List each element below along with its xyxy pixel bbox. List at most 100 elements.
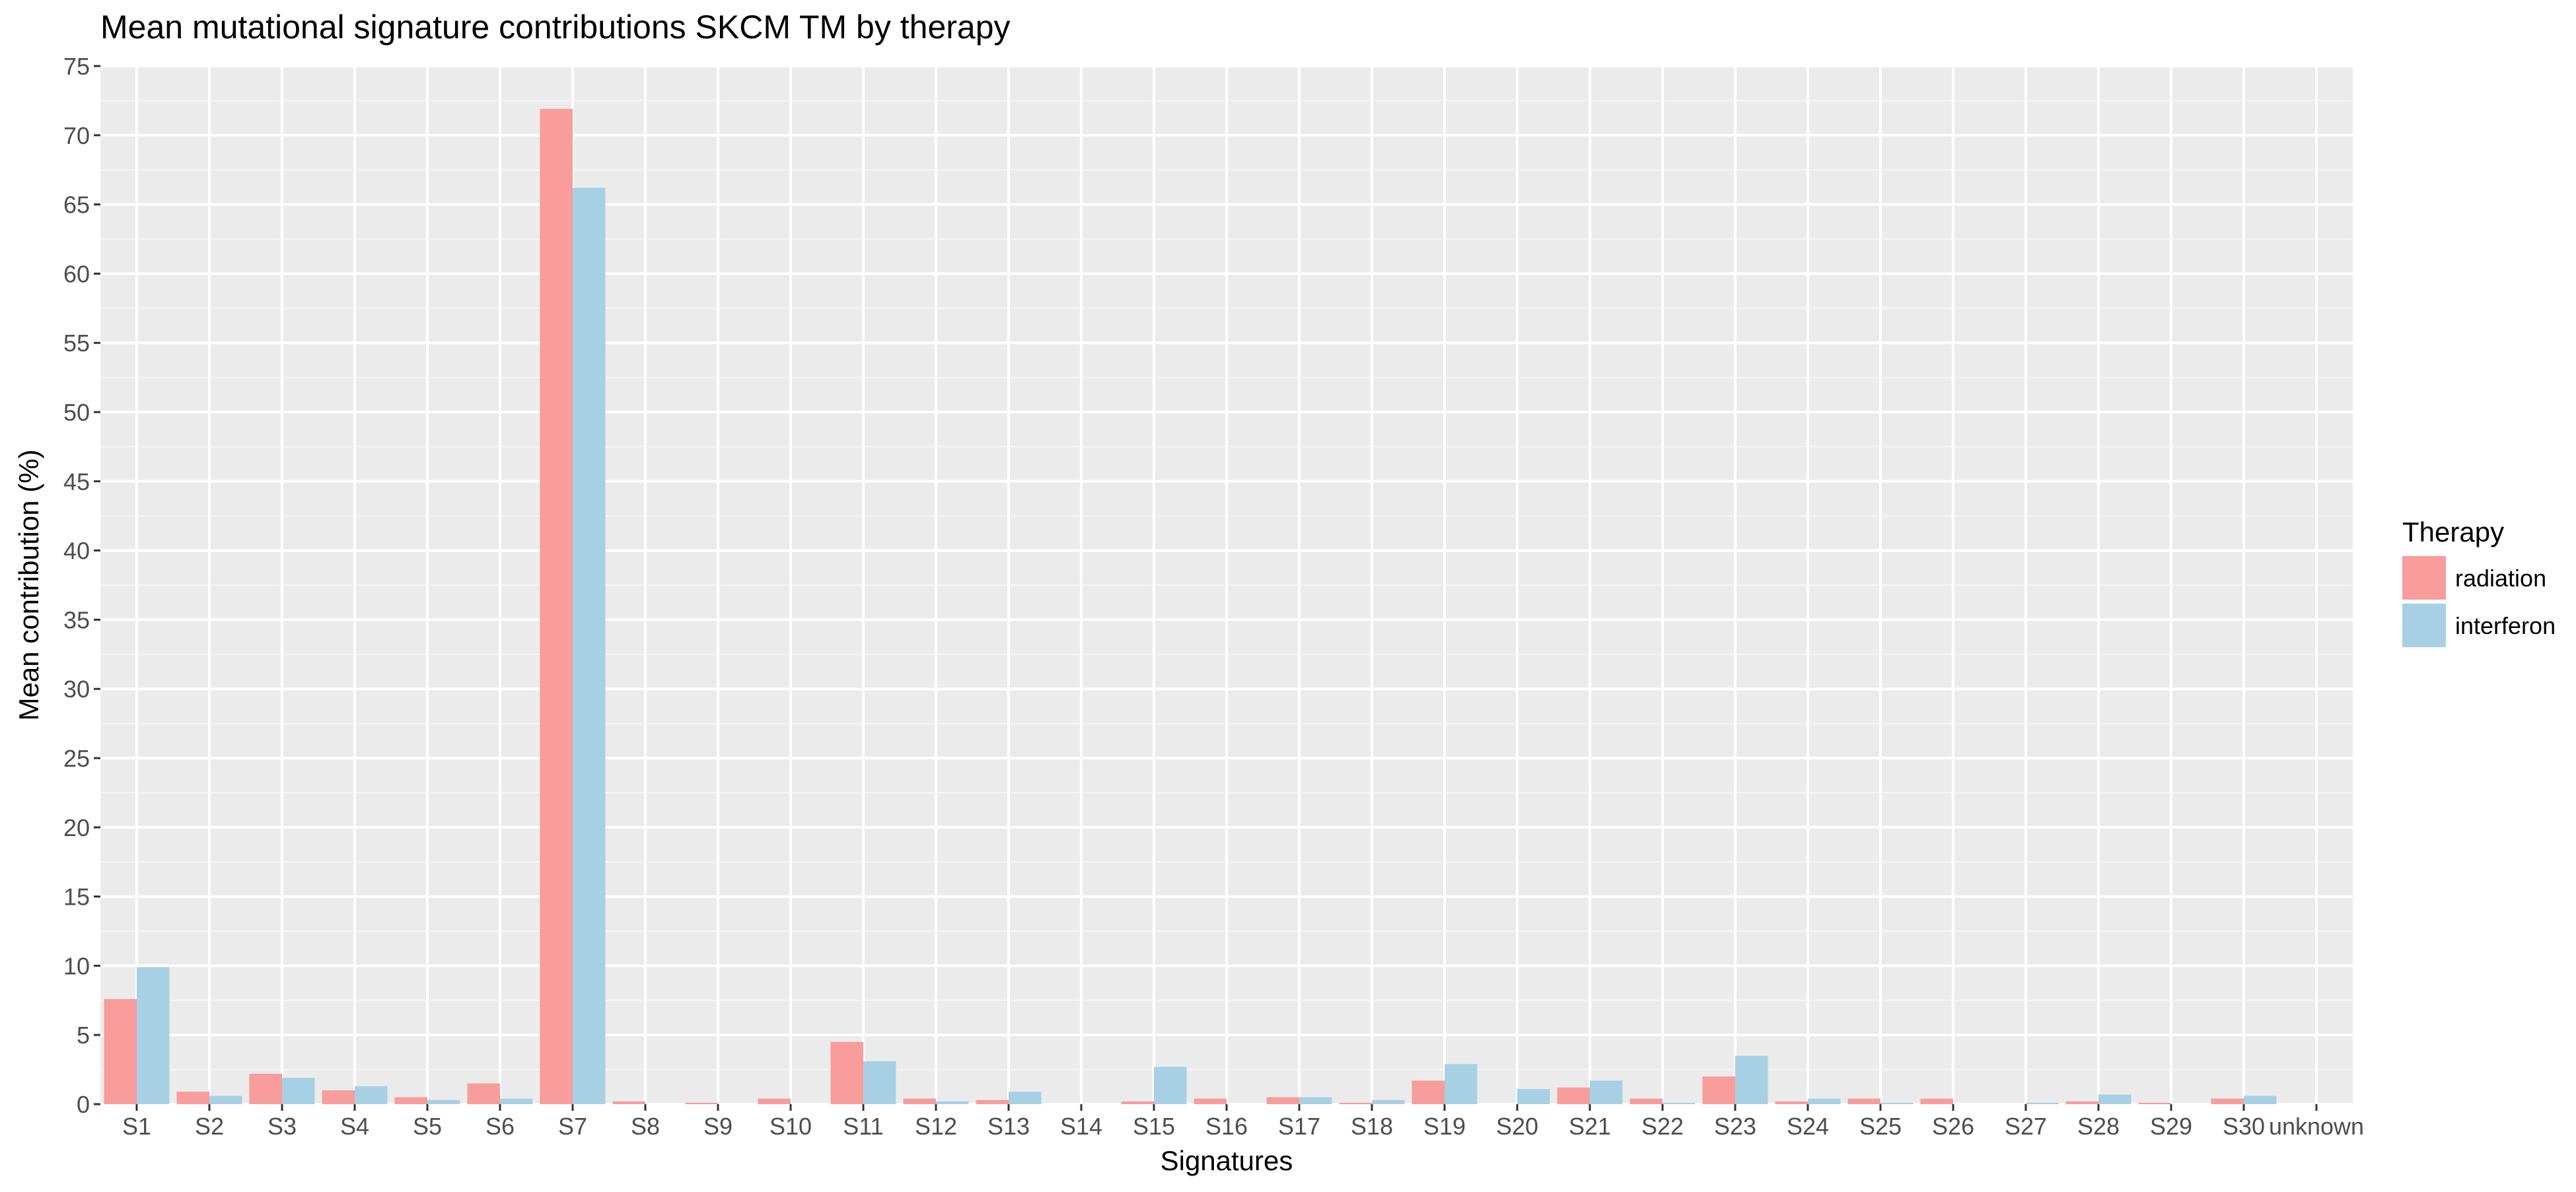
x-tick-label: S17 [1278, 1113, 1320, 1140]
x-tick-label: S22 [1641, 1113, 1684, 1140]
bar-interferon-S24 [1808, 1098, 1841, 1104]
bar-interferon-S6 [500, 1098, 533, 1104]
bar-radiation-S6 [467, 1083, 500, 1104]
y-tick-label: 30 [63, 676, 90, 703]
bar-interferon-S20 [1517, 1088, 1550, 1104]
bars [104, 108, 2277, 1105]
y-tick-label: 10 [63, 952, 90, 979]
y-tick-label: 55 [63, 330, 90, 357]
x-tick-label: S28 [2077, 1113, 2120, 1140]
x-tick-label: S3 [268, 1113, 297, 1140]
bar-interferon-S13 [1009, 1092, 1042, 1104]
bar-interferon-S1 [137, 967, 170, 1104]
x-tick-label: S9 [703, 1113, 733, 1140]
bar-interferon-S28 [2098, 1094, 2131, 1104]
bar-radiation-S1 [104, 999, 137, 1104]
x-tick-label: S30 [2223, 1113, 2265, 1140]
x-tick-label: S6 [485, 1113, 515, 1140]
x-tick-label: S20 [1496, 1113, 1538, 1140]
x-tick-label: S29 [2150, 1113, 2192, 1140]
y-axis: 0 5 10 15 20 25 30 35 40 45 50 55 60 65 70 75 [63, 53, 100, 1118]
x-tick-label: S18 [1351, 1113, 1393, 1140]
bar-radiation-S13 [976, 1100, 1009, 1104]
x-tick-label: S1 [122, 1113, 151, 1140]
bar-interferon-S11 [863, 1061, 896, 1104]
bar-radiation-S3 [249, 1073, 282, 1104]
x-tick-label: S16 [1205, 1113, 1248, 1140]
bar-radiation-S26 [1920, 1098, 1953, 1104]
y-tick-label: 25 [63, 745, 90, 772]
bar-radiation-S4 [322, 1090, 355, 1104]
x-tick-label: S26 [1932, 1113, 1974, 1140]
y-tick-label: 15 [63, 884, 90, 911]
bar-interferon-S30 [2244, 1096, 2277, 1104]
y-tick-label: 35 [63, 606, 90, 633]
bar-radiation-S12 [903, 1098, 936, 1104]
x-tick-label: S8 [631, 1113, 660, 1140]
legend-label-radiation: radiation [2455, 565, 2546, 592]
y-tick-label: 75 [63, 53, 90, 80]
x-tick-label: unknown [2269, 1113, 2364, 1140]
x-tick-label: S21 [1569, 1113, 1611, 1140]
x-tick-label: S7 [558, 1113, 587, 1140]
x-axis: S1 S2 S3 S4 S5 S6 S7 S8 S9 S10 S11 S12 S13 S14 S15 S16 S… [122, 1104, 2364, 1140]
chart-title: Mean mutational signature contributions … [100, 9, 1011, 46]
legend: Therapy radiation interferon [2402, 516, 2556, 647]
y-tick-label: 40 [63, 538, 90, 565]
bar-radiation-S29 [2138, 1102, 2171, 1104]
x-tick-label: S19 [1423, 1113, 1466, 1140]
x-tick-label: S5 [413, 1113, 442, 1140]
x-tick-label: S25 [1859, 1113, 1902, 1140]
bar-interferon-S15 [1154, 1067, 1187, 1104]
bar-radiation-S25 [1847, 1098, 1880, 1104]
bar-radiation-S16 [1194, 1098, 1227, 1104]
bar-radiation-S21 [1557, 1087, 1590, 1104]
bar-interferon-S7 [573, 188, 606, 1104]
bar-radiation-S5 [394, 1097, 427, 1104]
bar-interferon-S3 [282, 1078, 315, 1104]
y-tick-label: 5 [77, 1022, 90, 1049]
y-tick-label: 20 [63, 814, 90, 841]
x-tick-label: S11 [843, 1113, 883, 1140]
x-axis-label: Signatures [1161, 1145, 1293, 1176]
bar-radiation-S7 [540, 108, 573, 1105]
bar-radiation-S10 [758, 1098, 791, 1104]
legend-label-interferon: interferon [2455, 612, 2556, 639]
bar-interferon-S22 [1663, 1102, 1696, 1104]
x-tick-label: S14 [1060, 1113, 1102, 1140]
x-tick-label: S13 [987, 1113, 1030, 1140]
y-tick-label: 70 [63, 122, 90, 149]
bar-radiation-S24 [1775, 1101, 1808, 1104]
bar-radiation-S17 [1266, 1097, 1299, 1104]
x-tick-label: S4 [340, 1113, 369, 1140]
bar-interferon-S18 [1372, 1100, 1405, 1104]
bar-radiation-S9 [685, 1102, 718, 1104]
y-tick-label: 60 [63, 260, 90, 287]
x-tick-label: S23 [1714, 1113, 1756, 1140]
x-tick-label: S15 [1133, 1113, 1175, 1140]
bar-interferon-S2 [209, 1096, 242, 1104]
legend-key-interferon [2402, 604, 2446, 647]
legend-key-radiation [2402, 556, 2446, 600]
bar-radiation-S11 [830, 1041, 863, 1104]
bar-radiation-S23 [1702, 1076, 1735, 1104]
bar-interferon-S5 [427, 1100, 460, 1104]
grid-lines [100, 65, 2353, 1105]
bar-radiation-S18 [1339, 1102, 1372, 1104]
y-tick-label: 45 [63, 468, 90, 495]
bar-interferon-S21 [1590, 1080, 1623, 1104]
bar-interferon-S12 [936, 1101, 969, 1104]
bar-radiation-S22 [1629, 1098, 1663, 1104]
x-tick-label: S12 [915, 1113, 957, 1140]
y-tick-label: 50 [63, 399, 90, 426]
bar-radiation-S2 [176, 1092, 209, 1104]
x-tick-label: S24 [1787, 1113, 1829, 1140]
bar-interferon-S27 [2026, 1102, 2059, 1104]
bar-radiation-S30 [2211, 1098, 2244, 1104]
bar-interferon-S17 [1299, 1097, 1332, 1104]
bar-interferon-S25 [1880, 1102, 1914, 1104]
bar-interferon-S23 [1735, 1055, 1768, 1104]
x-tick-label: S2 [195, 1113, 224, 1140]
x-tick-label: S10 [769, 1113, 812, 1140]
